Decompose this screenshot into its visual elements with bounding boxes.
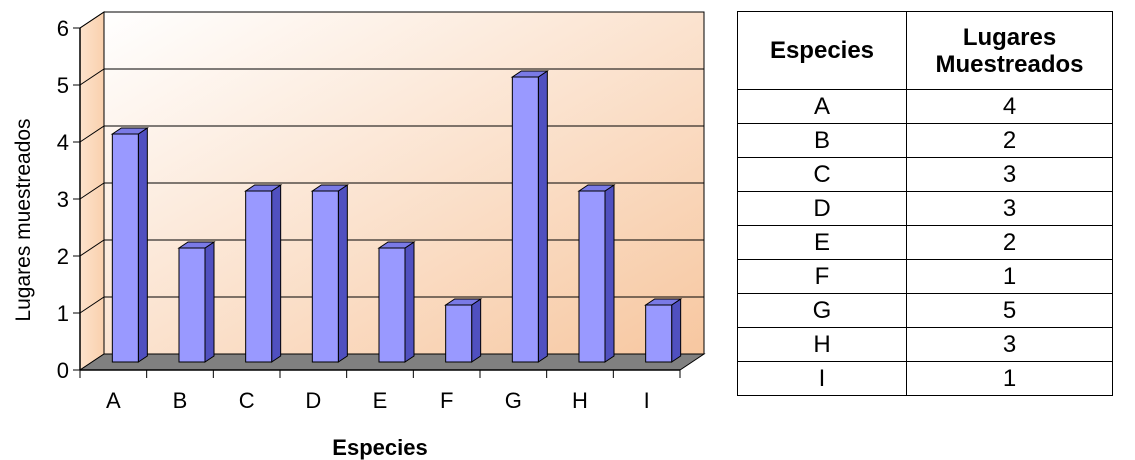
gridline <box>79 11 704 29</box>
x-tick-label: F <box>440 388 453 413</box>
y-tick-label: 0 <box>57 358 69 383</box>
table-header-sites: Lugares Muestreados <box>906 11 1113 90</box>
table-cell-sites: 2 <box>906 225 1113 260</box>
bar-front <box>178 247 206 363</box>
gridlines <box>79 11 704 314</box>
x-tick-label: G <box>505 388 522 413</box>
bar <box>444 298 483 363</box>
bar-side <box>137 127 148 363</box>
table-cell-species: E <box>737 225 907 260</box>
x-tick-label: C <box>239 388 255 413</box>
table-cell-species: G <box>737 293 907 328</box>
bar <box>244 184 283 363</box>
bar-front <box>511 76 539 363</box>
bar <box>577 184 616 363</box>
bar <box>110 127 149 363</box>
y-tick-label: 5 <box>57 73 69 98</box>
gridline <box>79 68 704 86</box>
axis-labels: Lugares muestreados Especies 0 1 2 3 4 5 6 A B C D… <box>12 16 650 460</box>
bar-front <box>445 304 473 363</box>
bar <box>510 70 549 363</box>
y-tick-label: 1 <box>57 301 69 326</box>
gridline <box>79 125 704 143</box>
table-cell-species: H <box>737 327 907 362</box>
bar <box>177 241 216 363</box>
bar-side <box>271 184 282 363</box>
bar-front <box>645 304 673 363</box>
x-tick-label: D <box>305 388 321 413</box>
table-header-row: Especies Lugares Muestreados <box>737 11 1113 90</box>
bar-front <box>378 247 406 363</box>
gridline <box>79 239 704 257</box>
table-cell-species: D <box>737 191 907 226</box>
axes <box>73 27 681 378</box>
table-cell-species: B <box>737 123 907 158</box>
y-tick-label: 3 <box>57 187 69 212</box>
table-cell-species: I <box>737 361 907 396</box>
bar-front <box>111 133 139 363</box>
bar-side <box>671 298 682 363</box>
y-tick-label: 4 <box>57 130 69 155</box>
table-cell-sites: 5 <box>906 293 1113 328</box>
bar-side <box>537 70 548 363</box>
y-tick-label: 2 <box>57 244 69 269</box>
table-cell-species: F <box>737 259 907 294</box>
bar <box>377 241 416 363</box>
table-cell-sites: 3 <box>906 191 1113 226</box>
table-cell-sites: 1 <box>906 259 1113 294</box>
gridline <box>79 182 704 200</box>
y-tick-label: 6 <box>57 16 69 41</box>
bar-front <box>245 190 273 363</box>
table-cell-species: A <box>737 89 907 124</box>
bar-side <box>337 184 348 363</box>
bar-side <box>204 241 215 363</box>
table-header-sites-line2: Muestreados <box>935 50 1084 78</box>
bar <box>310 184 349 363</box>
bar <box>644 298 683 363</box>
bars <box>110 70 683 363</box>
bar-side <box>404 241 415 363</box>
table-cell-sites: 3 <box>906 327 1113 362</box>
gridline <box>79 296 704 314</box>
table-header-sites-line1: Lugares <box>962 23 1057 51</box>
x-tick-label: B <box>173 388 188 413</box>
species-bar-chart: Lugares muestreados Especies 0 1 2 3 4 5 6 A B C D… <box>12 11 706 460</box>
x-tick-label: E <box>373 388 388 413</box>
bar-front <box>578 190 606 363</box>
table-cell-sites: 1 <box>906 361 1113 396</box>
bar-side <box>471 298 482 363</box>
table-header-species: Especies <box>737 11 907 90</box>
bar-side <box>604 184 615 363</box>
x-tick-label: I <box>644 388 650 413</box>
x-axis-title: Especies <box>332 435 427 460</box>
x-tick-label: A <box>106 388 121 413</box>
table-cell-sites: 2 <box>906 123 1113 158</box>
table-cell-sites: 4 <box>906 89 1113 124</box>
table-cell-species: C <box>737 157 907 192</box>
y-axis-title: Lugares muestreados <box>12 118 35 321</box>
x-tick-label: H <box>572 388 588 413</box>
bar-front <box>311 190 339 363</box>
table-cell-sites: 3 <box>906 157 1113 192</box>
